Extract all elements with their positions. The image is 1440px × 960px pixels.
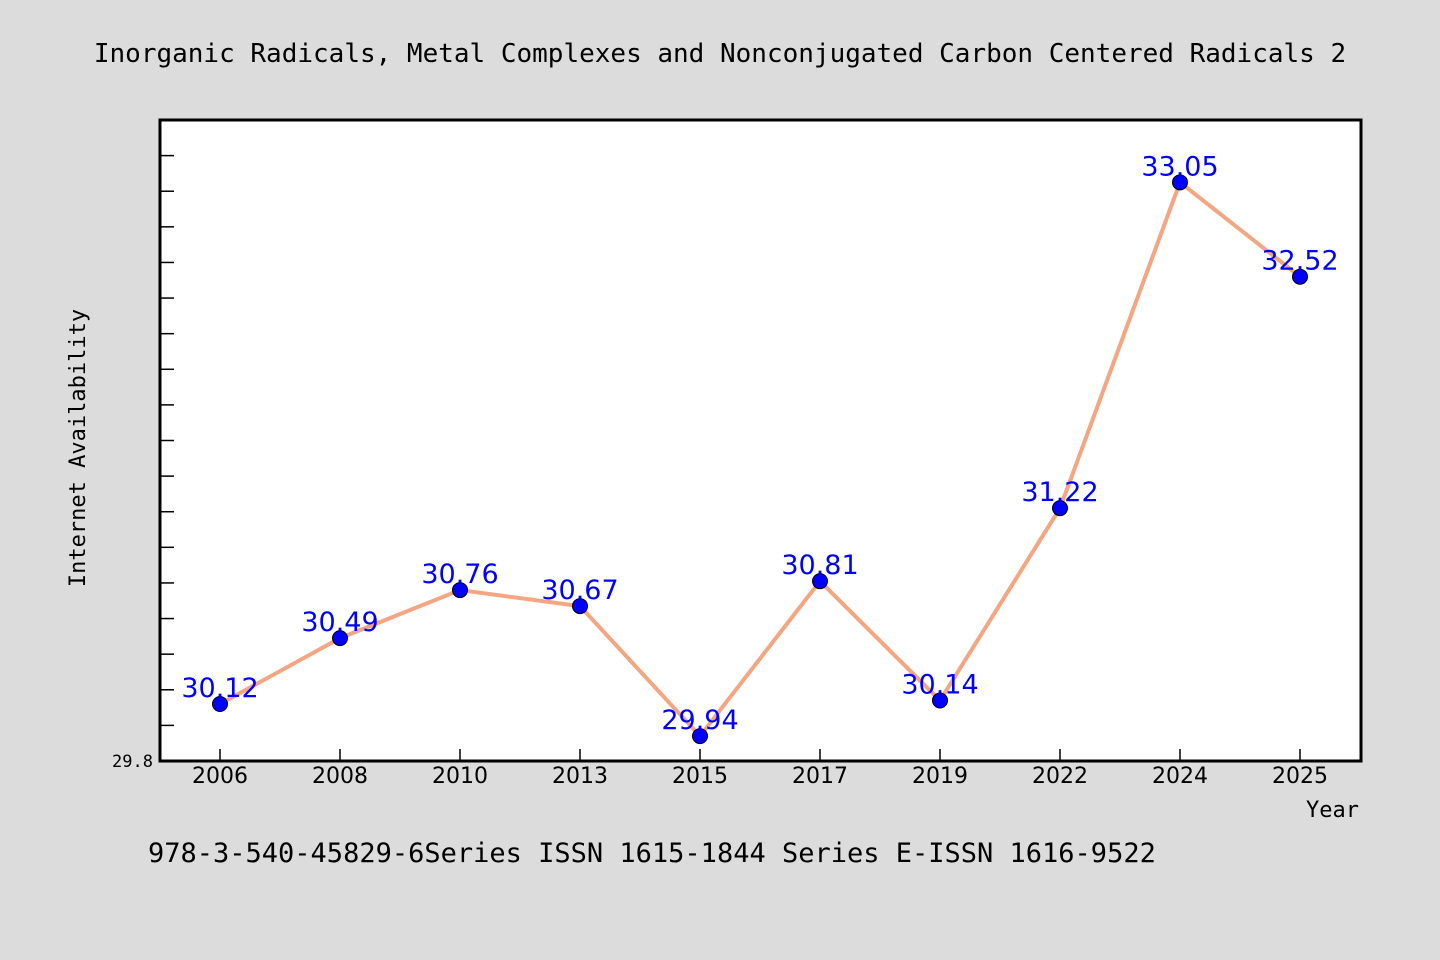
data-label: 30.49 <box>301 607 378 638</box>
x-axis-tick-label: 2008 <box>312 764 368 789</box>
x-axis-tick-label: 2022 <box>1032 764 1088 789</box>
x-axis-tick-label: 2019 <box>912 764 968 789</box>
data-label: 31.22 <box>1021 477 1098 508</box>
data-point <box>1052 500 1068 517</box>
x-axis-tick-label: 2024 <box>1152 764 1208 789</box>
x-axis: 2006 2008 2010 2013 2015 2017 2019 2022 2024 2025 <box>192 749 1328 789</box>
x-axis-label: Year <box>1306 798 1359 823</box>
data-point <box>572 598 588 615</box>
x-axis-tick-label: 2010 <box>432 764 488 789</box>
data-point <box>212 696 228 713</box>
data-point <box>332 630 348 647</box>
x-axis-tick-label: 2013 <box>552 764 608 789</box>
footer-text: 978-3-540-45829-6Series ISSN 1615-1844 S… <box>148 838 1156 869</box>
chart-title: Inorganic Radicals, Metal Complexes and … <box>94 39 1346 69</box>
x-axis-tick-label: 2025 <box>1272 764 1328 789</box>
data-label: 32.52 <box>1261 246 1338 277</box>
data-label: 30.67 <box>541 575 618 606</box>
data-label: 33.05 <box>1141 151 1218 182</box>
x-axis-tick-label: 2015 <box>672 764 728 789</box>
data-label: 30.14 <box>901 669 978 700</box>
x-axis-tick-label: 2017 <box>792 764 848 789</box>
data-point <box>692 728 708 745</box>
data-point <box>932 692 948 709</box>
plot-area <box>158 118 1363 763</box>
data-label: 30.12 <box>181 673 258 704</box>
data-labels: 30.12 30.49 30.76 30.67 29.94 30.81 30.14 31.22… <box>181 151 1338 736</box>
data-markers <box>212 174 1308 745</box>
x-axis-tick-label: 2006 <box>192 764 248 789</box>
data-label: 30.76 <box>421 559 498 590</box>
series-line <box>218 180 1302 739</box>
data-point <box>1172 174 1188 191</box>
data-label: 29.94 <box>661 705 738 736</box>
y-axis-ticks <box>160 119 174 762</box>
data-point <box>1292 268 1308 285</box>
y-axis-tick-label: 29.8 <box>112 752 153 772</box>
data-point <box>812 573 828 590</box>
y-axis-label: Internet Availability <box>66 309 91 587</box>
data-label: 30.81 <box>781 550 858 581</box>
data-point <box>452 582 468 599</box>
